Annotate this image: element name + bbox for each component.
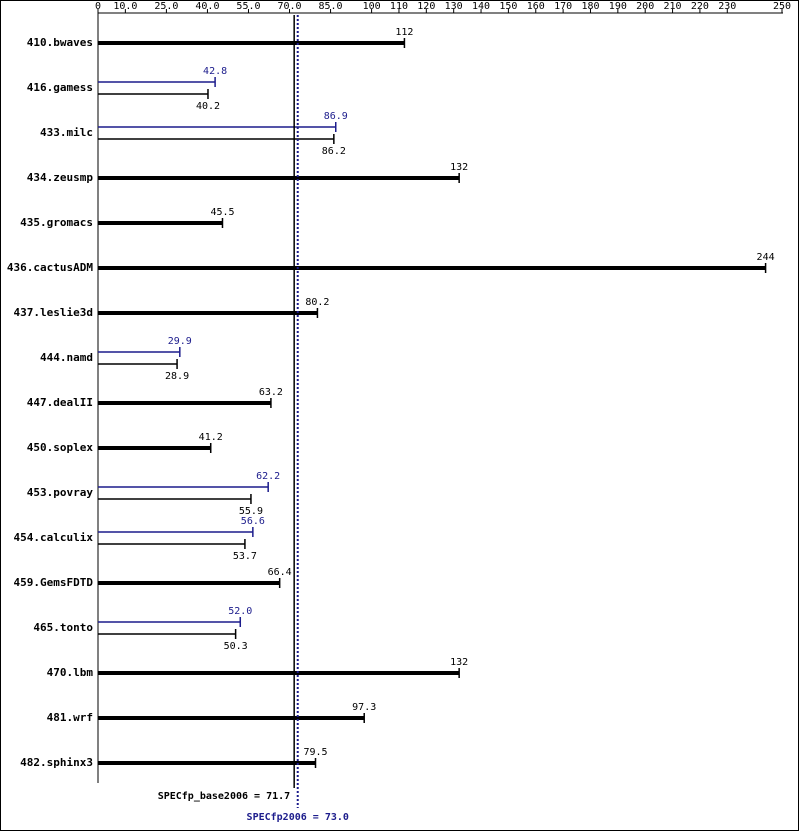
x-tick-label: 70.0 xyxy=(277,1,301,12)
category-label: 465.tonto xyxy=(33,621,93,634)
category-label: 435.gromacs xyxy=(20,216,93,229)
value-label: 79.5 xyxy=(303,747,327,758)
category-label: 434.zeusmp xyxy=(27,171,94,184)
value-label: 53.7 xyxy=(233,551,257,562)
category-label: 437.leslie3d xyxy=(14,306,93,319)
x-tick-label: 100 xyxy=(363,1,381,12)
category-label: 416.gamess xyxy=(27,81,93,94)
value-label: 28.9 xyxy=(165,371,189,382)
value-label: 97.3 xyxy=(352,702,376,713)
base-bar xyxy=(98,713,365,723)
base-bar xyxy=(98,578,281,588)
reference-label: SPECfp2006 = 73.0 xyxy=(247,812,349,823)
value-label: 80.2 xyxy=(305,297,329,308)
peak-bar xyxy=(98,482,269,492)
x-tick-label: 25.0 xyxy=(154,1,178,12)
value-label: 66.4 xyxy=(268,567,292,578)
peak-bar xyxy=(98,77,216,87)
x-tick-label: 55.0 xyxy=(236,1,260,12)
peak-bar xyxy=(98,347,181,357)
base-bar xyxy=(98,443,212,453)
value-label: 244 xyxy=(757,252,775,263)
value-label: 45.5 xyxy=(210,207,234,218)
base-bar xyxy=(98,173,460,183)
value-label: 112 xyxy=(395,27,413,38)
base-bar xyxy=(98,38,406,48)
value-label: 132 xyxy=(450,657,468,668)
base-bar xyxy=(98,263,767,273)
x-tick-label: 210 xyxy=(664,1,682,12)
x-tick-label: 250 xyxy=(773,1,791,12)
category-label: 447.dealII xyxy=(27,396,93,409)
x-tick-label: 160 xyxy=(527,1,545,12)
value-label: 29.9 xyxy=(168,336,192,347)
x-tick-label: 10.0 xyxy=(113,1,137,12)
base-bar xyxy=(98,539,246,549)
category-label: 482.sphinx3 xyxy=(20,756,93,769)
x-tick-label: 170 xyxy=(554,1,572,12)
value-label: 55.9 xyxy=(239,506,263,517)
base-bar xyxy=(98,359,178,369)
base-bar xyxy=(98,89,209,99)
category-label: 433.milc xyxy=(40,126,93,139)
x-tick-label: 40.0 xyxy=(195,1,219,12)
value-label: 52.0 xyxy=(228,606,252,617)
value-label: 63.2 xyxy=(259,387,283,398)
base-bar xyxy=(98,629,237,639)
x-tick-label: 0 xyxy=(95,1,101,12)
category-label: 459.GemsFDTD xyxy=(14,576,94,589)
peak-bar xyxy=(98,527,254,537)
x-tick-label: 150 xyxy=(499,1,517,12)
category-label: 450.soplex xyxy=(27,441,94,454)
value-label: 42.8 xyxy=(203,66,227,77)
x-tick-label: 220 xyxy=(691,1,709,12)
x-tick-label: 230 xyxy=(718,1,736,12)
value-label: 86.9 xyxy=(324,111,348,122)
category-label: 444.namd xyxy=(40,351,93,364)
category-label: 454.calculix xyxy=(14,531,94,544)
x-tick-label: 180 xyxy=(581,1,599,12)
peak-bar xyxy=(98,122,337,132)
category-label: 453.povray xyxy=(27,486,94,499)
category-label: 410.bwaves xyxy=(27,36,93,49)
category-label: 470.lbm xyxy=(47,666,94,679)
reference-label: SPECfp_base2006 = 71.7 xyxy=(158,791,290,802)
value-label: 86.2 xyxy=(322,146,346,157)
value-label: 56.6 xyxy=(241,516,265,527)
value-label: 50.3 xyxy=(224,641,248,652)
x-tick-label: 200 xyxy=(636,1,654,12)
x-tick-label: 130 xyxy=(445,1,463,12)
x-tick-label: 190 xyxy=(609,1,627,12)
x-tick-label: 140 xyxy=(472,1,490,12)
x-tick-label: 120 xyxy=(417,1,435,12)
category-label: 481.wrf xyxy=(47,711,93,724)
base-bar xyxy=(98,308,319,318)
base-bar xyxy=(98,398,272,408)
peak-bar xyxy=(98,617,242,627)
category-label: 436.cactusADM xyxy=(7,261,93,274)
base-bar xyxy=(98,668,460,678)
value-label: 41.2 xyxy=(199,432,223,443)
x-tick-label: 110 xyxy=(390,1,408,12)
base-bar xyxy=(98,758,317,768)
x-tick-label: 85.0 xyxy=(319,1,343,12)
value-label: 62.2 xyxy=(256,471,280,482)
value-label: 132 xyxy=(450,162,468,173)
base-bar xyxy=(98,218,224,228)
base-bar xyxy=(98,494,252,504)
value-label: 40.2 xyxy=(196,101,220,112)
